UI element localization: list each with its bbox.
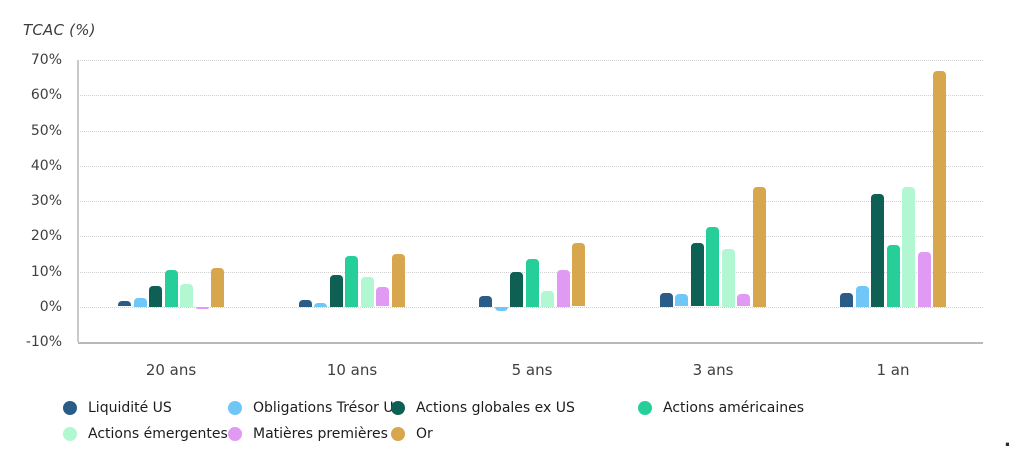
- bar-10-ans-actions-globales-ex-us: [330, 275, 343, 307]
- bar-5-ans-actions-emergentes: [541, 291, 554, 307]
- legend-label: Liquidité US: [88, 400, 172, 416]
- legend-item-actions-globales-ex-us: Actions globales ex US: [391, 400, 575, 416]
- y-tick-label: 0%: [39, 299, 62, 315]
- x-category-label-10-ans: 10 ans: [326, 361, 378, 379]
- bar-1-an-obligations-tresor-us: [856, 286, 869, 307]
- x-category-label-3-ans: 3 ans: [692, 361, 734, 379]
- bar-5-ans-actions-globales-ex-us: [510, 272, 523, 307]
- y-tick-label: 10%: [30, 264, 62, 280]
- bar-5-ans-liquidite-us: [479, 296, 492, 307]
- x-category-label-5-ans: 5 ans: [511, 361, 553, 379]
- legend-label: Or: [416, 426, 433, 442]
- y-tick-label: 60%: [30, 87, 62, 103]
- y-tick-label: 20%: [30, 228, 62, 244]
- bar-3-ans-obligations-tresor-us: [675, 294, 688, 306]
- y-tick-label: 40%: [30, 158, 62, 174]
- bar-1-an-or: [933, 71, 946, 307]
- legend-item-actions-emergentes: Actions émergentes: [63, 426, 228, 442]
- gridline-30%: [78, 201, 983, 202]
- x-category-label-1-an: 1 an: [876, 361, 910, 379]
- bar-1-an-actions-globales-ex-us: [871, 194, 884, 307]
- legend-label: Actions émergentes: [88, 426, 228, 442]
- gridline-60%: [78, 95, 983, 96]
- legend-dot-actions-globales-ex-us: [391, 401, 405, 415]
- bar-3-ans-matieres-premieres: [737, 294, 750, 306]
- bar-20-ans-matieres-premieres: [196, 307, 209, 309]
- bar-20-ans-or: [211, 268, 224, 307]
- bar-5-ans-actions-americaines: [526, 259, 539, 307]
- legend-dot-matieres-premieres: [228, 427, 242, 441]
- legend-label: Matières premières: [253, 426, 388, 442]
- bar-10-ans-actions-emergentes: [361, 277, 374, 307]
- gridline-0%: [78, 307, 983, 308]
- bar-5-ans-matieres-premieres: [557, 270, 570, 307]
- bar-1-an-actions-emergentes: [902, 187, 915, 307]
- bar-10-ans-matieres-premieres: [376, 287, 389, 306]
- legend-dot-obligations-tresor-us: [228, 401, 242, 415]
- bar-20-ans-actions-globales-ex-us: [149, 286, 162, 307]
- bar-1-an-liquidite-us: [840, 293, 853, 307]
- legend-item-obligations-tresor-us: Obligations Trésor US: [228, 400, 402, 416]
- bar-20-ans-liquidite-us: [118, 301, 131, 306]
- footnote-mark: .: [1004, 430, 1011, 451]
- legend-item-matieres-premieres: Matières premières: [228, 426, 388, 442]
- bar-20-ans-actions-emergentes: [180, 284, 193, 307]
- legend-dot-or: [391, 427, 405, 441]
- bar-20-ans-obligations-tresor-us: [134, 298, 147, 307]
- bar-3-ans-or: [753, 187, 766, 307]
- bar-10-ans-actions-americaines: [345, 256, 358, 307]
- y-tick-label: 50%: [30, 123, 62, 139]
- bar-10-ans-obligations-tresor-us: [314, 303, 327, 307]
- chart-title: TCAC (%): [23, 21, 96, 39]
- legend-label: Actions globales ex US: [416, 400, 575, 416]
- x-category-label-20-ans: 20 ans: [145, 361, 197, 379]
- gridline-70%: [78, 60, 983, 61]
- legend-item-liquidite-us: Liquidité US: [63, 400, 172, 416]
- gridline-50%: [78, 131, 983, 132]
- bar-5-ans-obligations-tresor-us: [495, 307, 508, 311]
- legend-dot-liquidite-us: [63, 401, 77, 415]
- bar-10-ans-or: [392, 254, 405, 307]
- y-tick-label: -10%: [25, 334, 62, 350]
- bar-3-ans-actions-globales-ex-us: [691, 243, 704, 306]
- bar-3-ans-actions-emergentes: [722, 249, 735, 307]
- gridline-20%: [78, 236, 983, 237]
- y-tick-label: 30%: [30, 193, 62, 209]
- gridline-40%: [78, 166, 983, 167]
- y-axis-line: [77, 60, 79, 342]
- legend-label: Actions américaines: [663, 400, 805, 416]
- gridline--10%: [78, 342, 983, 344]
- bar-3-ans-liquidite-us: [660, 293, 673, 307]
- bar-1-an-matieres-premieres: [918, 252, 931, 307]
- bar-20-ans-actions-americaines: [165, 270, 178, 307]
- y-tick-label: 70%: [30, 52, 62, 68]
- bar-3-ans-actions-americaines: [706, 227, 719, 306]
- bar-5-ans-or: [572, 243, 585, 306]
- bar-10-ans-liquidite-us: [299, 300, 312, 307]
- bar-1-an-actions-americaines: [887, 245, 900, 307]
- legend-label: Obligations Trésor US: [253, 400, 403, 416]
- legend-dot-actions-americaines: [638, 401, 652, 415]
- legend-item-actions-americaines: Actions américaines: [638, 400, 804, 416]
- legend-dot-actions-emergentes: [63, 427, 77, 441]
- legend-item-or: Or: [391, 426, 433, 442]
